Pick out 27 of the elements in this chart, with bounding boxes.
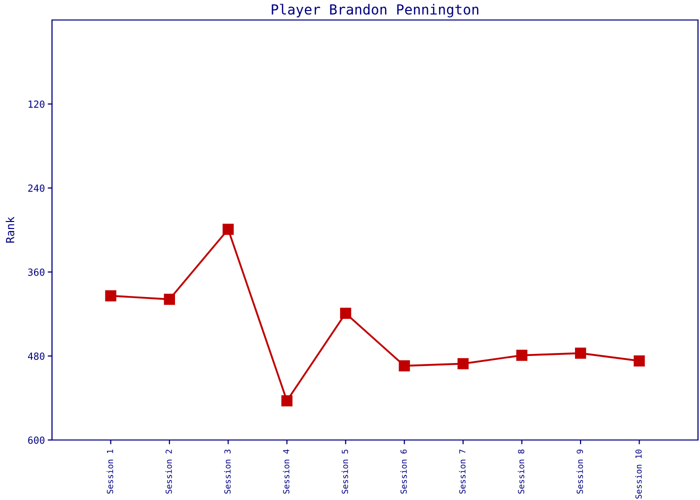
y-tick-label: 600	[28, 436, 44, 444]
point	[634, 355, 645, 366]
x-tick-label: Session 2	[165, 450, 172, 494]
point	[340, 308, 352, 319]
y-axis-title: Rank	[6, 216, 14, 243]
x-tick-label: Session 9	[576, 450, 583, 494]
x-tick-label: Session 8	[518, 450, 524, 494]
point	[516, 350, 528, 361]
y-tick-label: 240	[28, 184, 44, 192]
point	[105, 290, 116, 302]
x-tick-label: Session 5	[342, 450, 348, 494]
point	[458, 358, 469, 370]
point	[164, 294, 176, 305]
x-tick-label: Session 10	[635, 450, 642, 499]
point	[222, 224, 234, 235]
x-tick-label: Session 4	[282, 449, 290, 494]
chart-title: Player Brandon Pennington	[272, 4, 478, 18]
y-tick-label: 360	[28, 268, 44, 276]
x-tick-label: Session 1	[106, 450, 114, 494]
y-tick-label: 480	[28, 352, 44, 360]
point	[398, 360, 410, 372]
point	[574, 348, 586, 359]
x-tick-label: Session 6	[400, 450, 407, 494]
x-tick-label: Session 3	[224, 450, 231, 494]
y-tick-label: 120	[28, 100, 44, 108]
point	[281, 395, 292, 406]
x-tick-label: Session 7	[459, 450, 466, 494]
